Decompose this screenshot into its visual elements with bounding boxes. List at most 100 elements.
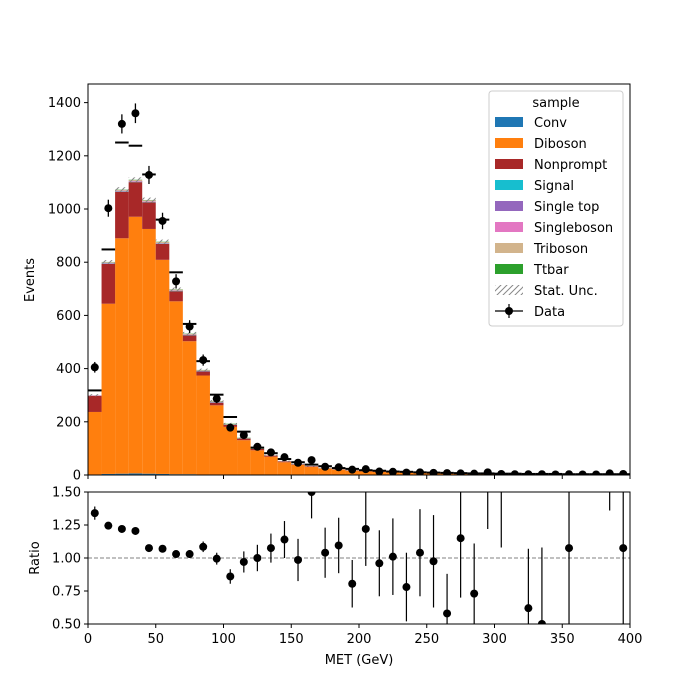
bar-nonprompt xyxy=(304,466,319,468)
stat-unc-band xyxy=(128,177,143,183)
x-tick-label: 400 xyxy=(618,632,643,647)
bar-diboson xyxy=(115,238,129,474)
legend-title: sample xyxy=(532,96,579,111)
data-points xyxy=(90,103,628,475)
data-point xyxy=(90,363,99,372)
bar-diboson xyxy=(128,216,143,474)
bar-nonprompt xyxy=(277,461,292,463)
bar-nonprompt xyxy=(182,335,197,342)
bar-diboson xyxy=(169,301,183,475)
bar-conv xyxy=(155,473,170,475)
legend-swatch xyxy=(495,243,523,253)
data-point xyxy=(104,204,113,213)
x-tick-label: 150 xyxy=(279,632,304,647)
y-tick-label: 0 xyxy=(73,469,81,484)
bar-nonprompt xyxy=(101,263,116,304)
legend-swatch xyxy=(495,117,523,127)
x-tick-label: 100 xyxy=(211,632,236,647)
ratio-point xyxy=(388,552,397,561)
ratio-point xyxy=(348,579,357,588)
data-point xyxy=(537,470,546,475)
data-point xyxy=(605,469,614,475)
data-point xyxy=(321,462,330,471)
top-y-axis-label: Events xyxy=(23,258,38,302)
ratio-point xyxy=(484,435,492,443)
ratio-point xyxy=(606,422,614,430)
ratio-point xyxy=(158,544,167,553)
x-tick-label: 0 xyxy=(84,632,92,647)
ratio-point xyxy=(239,557,248,566)
data-point xyxy=(158,216,167,225)
data-point xyxy=(172,277,181,286)
y-tick-label: 800 xyxy=(56,256,81,271)
ratio-point xyxy=(334,541,343,550)
ratio-point xyxy=(307,492,316,496)
ratio-y-tick-label: 1.50 xyxy=(52,486,81,501)
data-point xyxy=(266,448,275,457)
bar-diboson xyxy=(142,228,156,474)
ratio-point xyxy=(415,548,424,557)
stat-unc-band xyxy=(182,331,197,336)
bar-diboson xyxy=(223,426,238,475)
legend-swatch xyxy=(495,180,523,190)
ratio-point xyxy=(185,550,194,559)
bar-diboson xyxy=(264,456,278,475)
stat-unc-band xyxy=(196,368,210,372)
stat-unc-band xyxy=(155,239,170,244)
bar-conv xyxy=(128,473,143,475)
bar-diboson xyxy=(250,450,265,475)
bar-nonprompt xyxy=(128,182,143,217)
legend-label: Ttbar xyxy=(533,263,569,278)
ratio-y-axis-label: Ratio xyxy=(28,541,43,574)
y-tick-label: 1000 xyxy=(48,203,81,218)
ratio-point xyxy=(497,422,505,430)
x-tick-label: 250 xyxy=(414,632,439,647)
data-point xyxy=(294,458,303,467)
data-point xyxy=(497,469,506,475)
bar-diboson xyxy=(101,303,116,474)
ratio-point xyxy=(524,604,533,613)
y-tick-label: 600 xyxy=(56,309,81,324)
data-point xyxy=(388,467,397,475)
bar-conv xyxy=(115,473,129,475)
legend-data-marker xyxy=(505,307,513,315)
ratio-point xyxy=(429,557,438,566)
data-point xyxy=(185,322,194,331)
x-tick-label: 350 xyxy=(550,632,575,647)
legend-label: Diboson xyxy=(534,137,587,152)
ratio-point xyxy=(294,555,303,564)
ratio-point xyxy=(443,609,452,618)
data-point xyxy=(348,465,357,474)
data-point xyxy=(280,453,289,462)
x-tick-label: 50 xyxy=(147,632,164,647)
ratio-point xyxy=(619,544,628,553)
ratio-y-tick-label: 0.50 xyxy=(52,618,81,633)
ratio-point xyxy=(565,544,574,553)
stacked-bars xyxy=(88,179,630,475)
bar-diboson xyxy=(209,405,224,475)
stat-unc-band xyxy=(169,287,183,292)
data-point xyxy=(565,470,574,475)
bar-nonprompt xyxy=(209,402,224,406)
ratio-point xyxy=(131,526,140,535)
bar-diboson xyxy=(318,468,332,475)
legend: sample Conv Diboson Nonprompt Signal Single … xyxy=(488,90,624,327)
bar-diboson xyxy=(155,259,170,474)
stat-unc-band xyxy=(88,394,102,397)
ratio-point xyxy=(212,554,221,563)
ratio-y-tick-label: 1.00 xyxy=(52,552,81,567)
ratio-point xyxy=(456,534,465,543)
ratio-x-ticks: 0 50 100 150 200 250 300 350 400 xyxy=(84,624,643,647)
data-point xyxy=(551,470,560,475)
data-point xyxy=(524,470,533,475)
stat-unc-band xyxy=(304,465,319,467)
ratio-point xyxy=(470,589,479,598)
legend-swatch xyxy=(495,159,523,169)
ratio-point xyxy=(117,524,126,533)
ratio-point xyxy=(537,620,546,624)
ratio-point xyxy=(226,572,235,581)
ratio-point xyxy=(361,524,370,533)
ratio-point xyxy=(402,583,411,592)
ratio-panel: 0.50 0.75 1.00 1.25 1.50 0 50 100 150 200 250 300 3… xyxy=(28,422,643,669)
data-point xyxy=(456,469,465,475)
